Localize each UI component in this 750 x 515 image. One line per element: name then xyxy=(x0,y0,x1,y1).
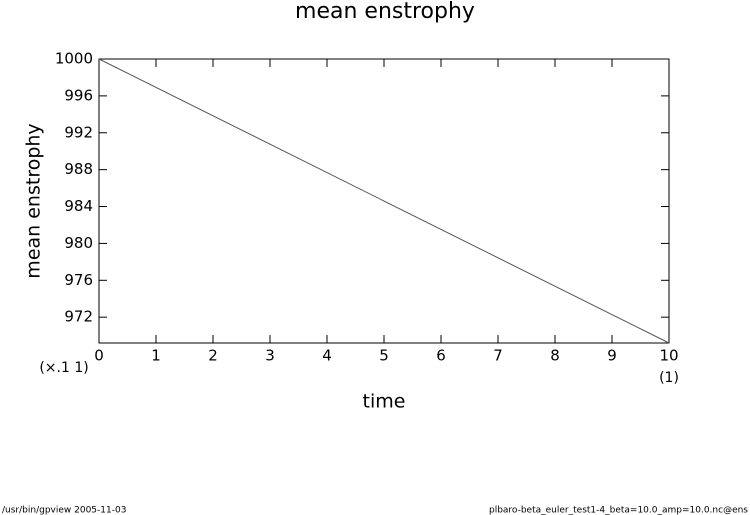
y-axis-label: mean enstrophy xyxy=(23,123,45,278)
x-tick-label: 10 xyxy=(659,347,678,365)
x-tick-label: 0 xyxy=(94,347,104,365)
x-end-unit-label: (1) xyxy=(659,370,679,386)
y-tick-label: 996 xyxy=(64,86,93,104)
y-tick-label: 980 xyxy=(64,234,93,252)
x-tick-label: 1 xyxy=(151,347,161,365)
x-tick-label: 5 xyxy=(379,347,389,365)
x-tick-label: 3 xyxy=(265,347,275,365)
footer-right: plbaro-beta_euler_test1-4_beta=10.0_amp=… xyxy=(489,506,748,515)
x-tick-label: 7 xyxy=(493,347,503,365)
data-line xyxy=(98,58,670,344)
y-tick-label: 988 xyxy=(64,160,93,178)
y-tick-label: 976 xyxy=(64,271,93,289)
y-tick-label: 984 xyxy=(64,197,93,215)
footer-left: /usr/bin/gpview 2005-11-03 xyxy=(2,506,126,515)
y-tick-label: 972 xyxy=(64,308,93,326)
x-unit-label: (×.1 1) xyxy=(39,360,88,376)
x-axis-label: time xyxy=(363,391,406,413)
y-tick-label: 1000 xyxy=(55,50,93,68)
x-tick-label: 8 xyxy=(550,347,560,365)
x-tick-label: 6 xyxy=(436,347,446,365)
y-tick-label: 992 xyxy=(64,123,93,141)
x-tick-label: 4 xyxy=(322,347,332,365)
x-tick-label: 2 xyxy=(208,347,218,365)
x-tick-label: 9 xyxy=(607,347,617,365)
chart-title: mean enstrophy xyxy=(295,0,475,24)
